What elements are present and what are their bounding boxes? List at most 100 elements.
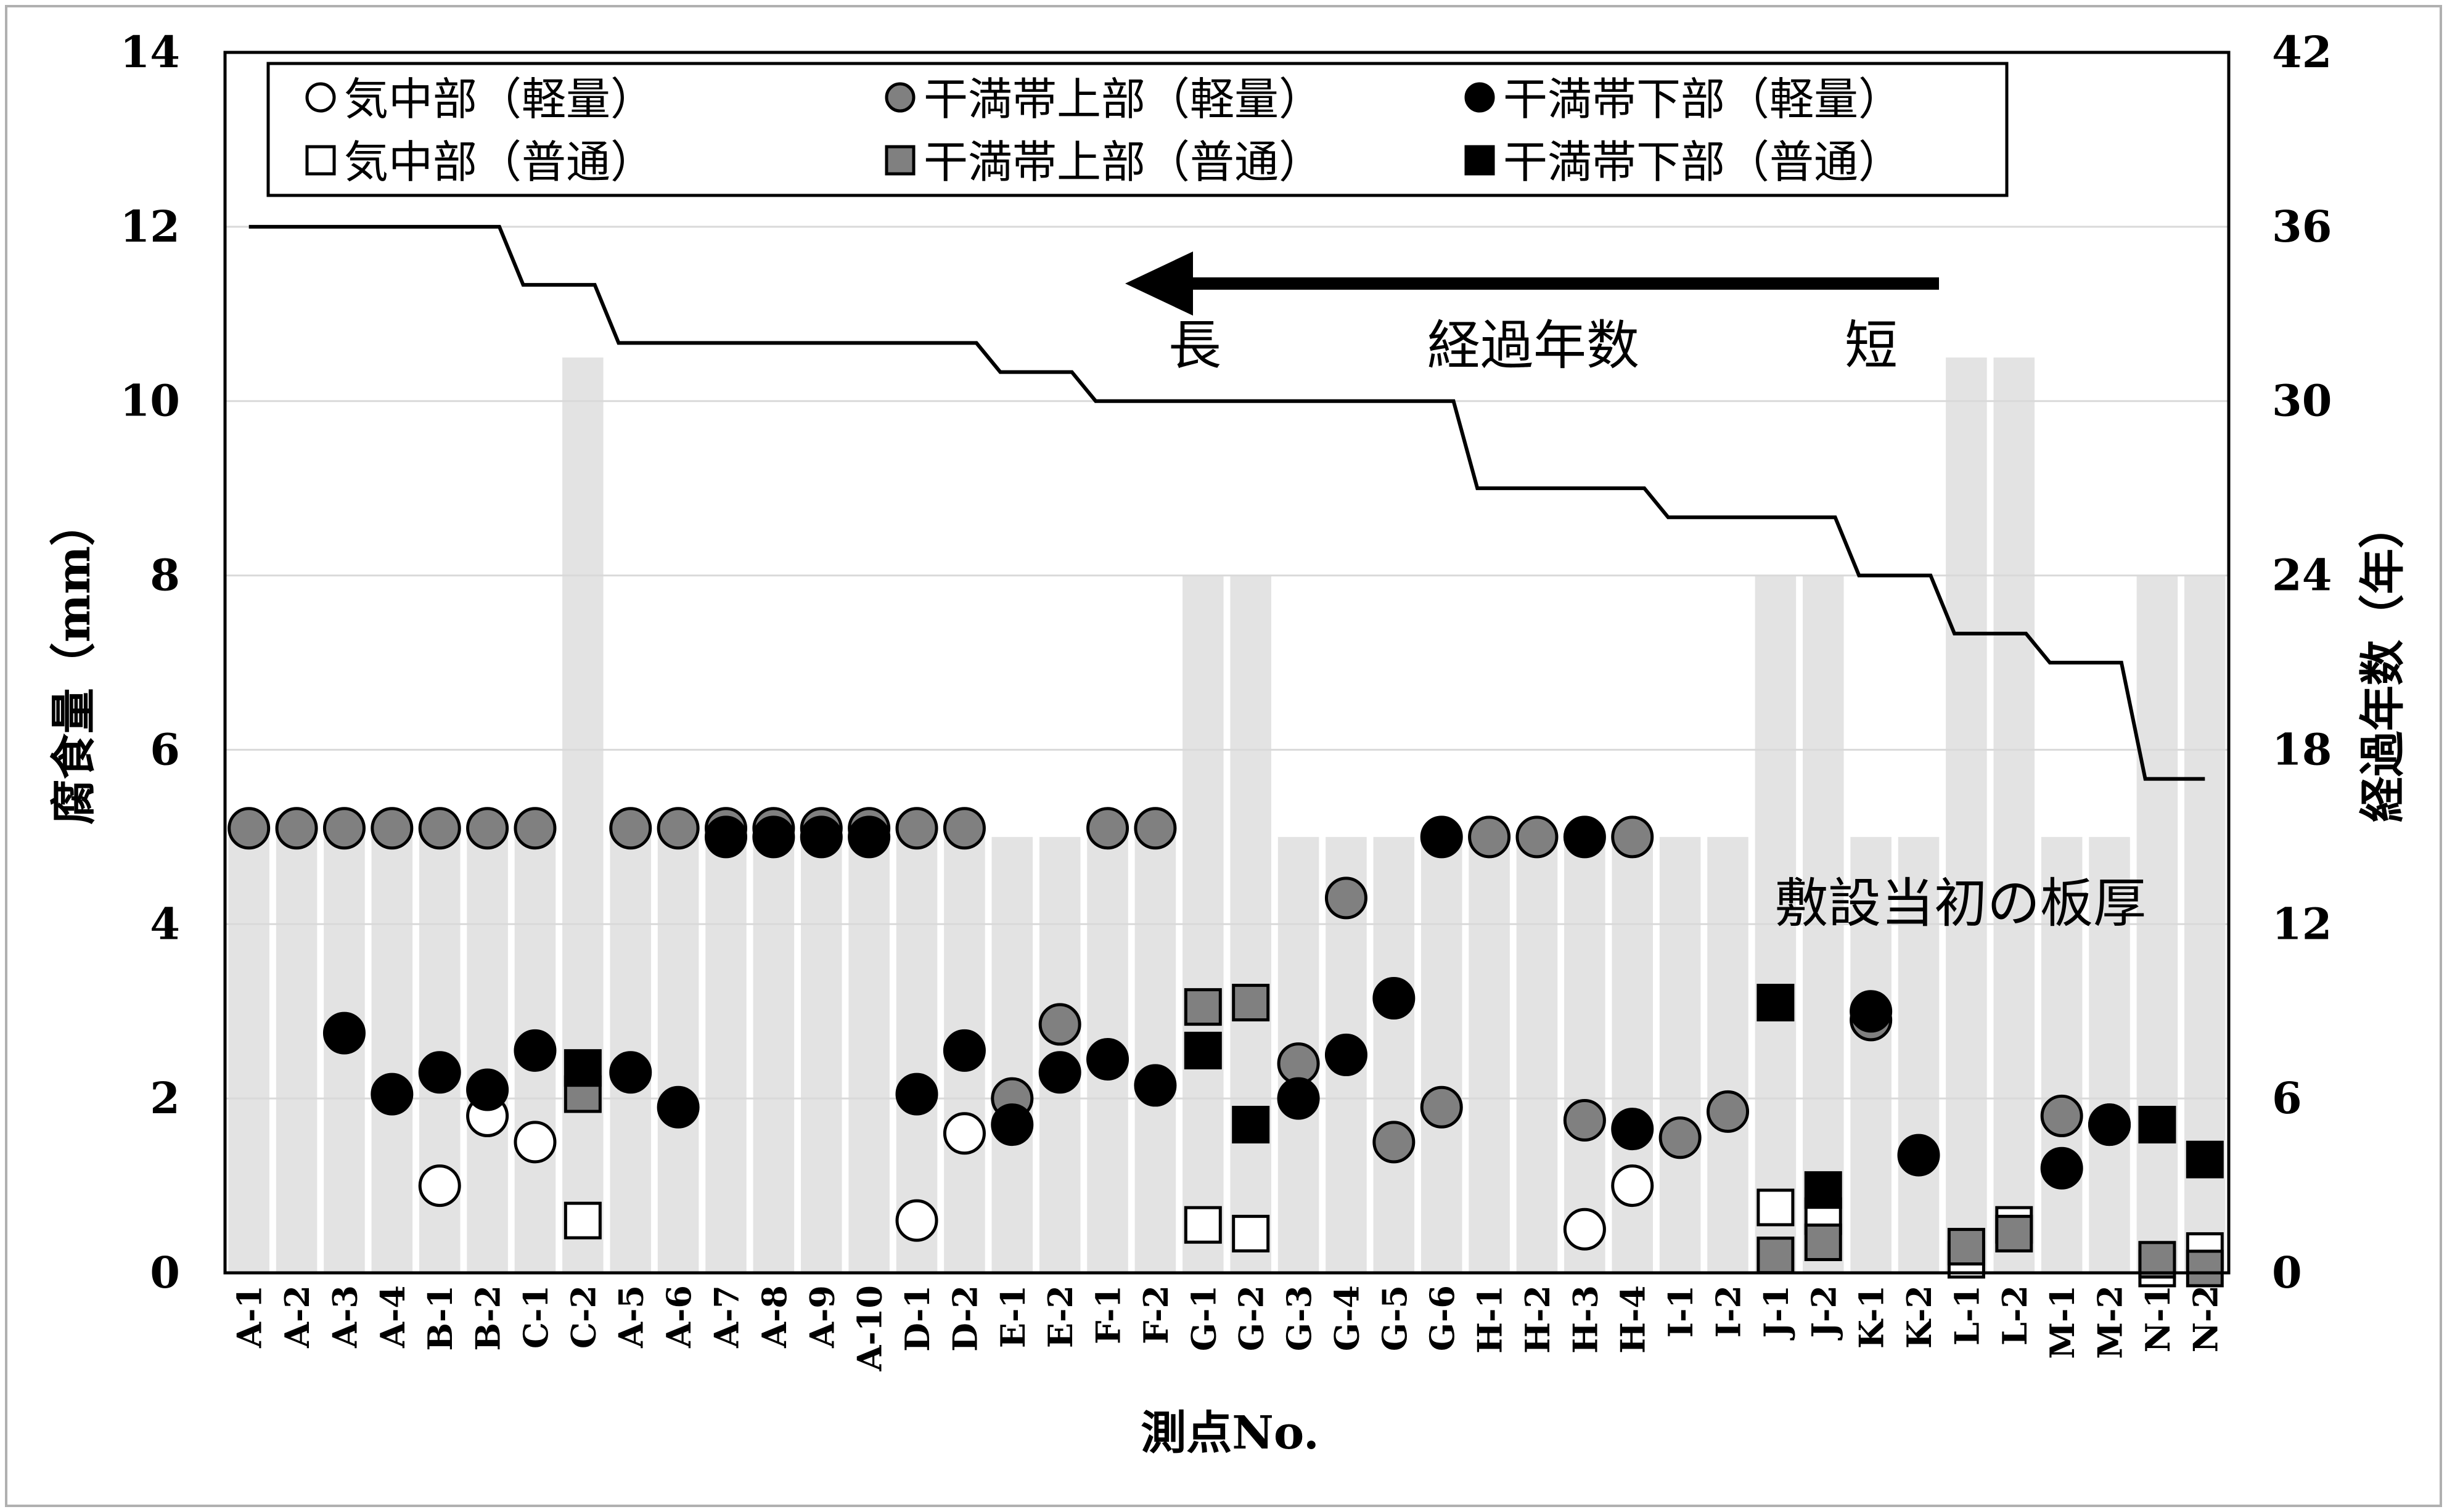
legend-marker-0 (305, 82, 336, 113)
point-s5-J-2 (1804, 1171, 1842, 1209)
point-s5-C-2 (564, 1049, 602, 1087)
y-tick-label: 0 (150, 1247, 180, 1298)
legend-marker-2 (1464, 82, 1495, 113)
thickness-bar-H-1 (1469, 836, 1510, 1273)
x-tick-label: A-4 (373, 1285, 412, 1349)
point-s2-M-1 (2040, 1146, 2083, 1190)
point-s4-N-1 (2138, 1241, 2176, 1279)
point-s1-A-2 (275, 807, 318, 850)
point-s4-L-2 (1995, 1214, 2033, 1253)
point-s1-M-1 (2040, 1094, 2083, 1137)
thickness-bar-H-3 (1564, 836, 1605, 1273)
point-s1-H-1 (1468, 815, 1511, 859)
legend-marker-3 (305, 145, 336, 176)
y2-tick-label: 6 (2272, 1073, 2302, 1124)
point-s4-J-1 (1756, 1236, 1795, 1275)
y-tick-label: 4 (150, 898, 180, 949)
legend-label-2: 干満帯下部（軽量） (1503, 73, 1903, 125)
x-tick-label: B-1 (420, 1285, 460, 1351)
point-s1-A-6 (657, 807, 700, 850)
point-s2-A-10 (848, 815, 891, 859)
thickness-bar-L-2 (1993, 358, 2035, 1273)
thickness-bar-I-2 (1707, 836, 1748, 1273)
point-s0-B-1 (418, 1164, 461, 1208)
point-s5-G-2 (1232, 1106, 1270, 1144)
point-s3-G-1 (1184, 1206, 1222, 1244)
annotation-years: 経過年数 (1427, 315, 1639, 377)
x-tick-label: H-1 (1470, 1285, 1510, 1354)
point-s1-F-2 (1134, 807, 1177, 850)
legend-box (266, 62, 2009, 197)
x-tick-label: J-2 (1804, 1285, 1843, 1341)
left-axis-ticks: 0 2 4 6 8 10 12 14 (120, 27, 180, 1298)
x-tick-label: D-1 (898, 1285, 937, 1352)
x-tick-label: A-8 (755, 1285, 794, 1349)
legend-marker-1 (885, 82, 916, 113)
legend-label-1: 干満帯上部（軽量） (924, 73, 1323, 125)
point-s1-E-2 (1038, 1003, 1081, 1046)
point-s4-G-2 (1232, 984, 1270, 1022)
point-s2-D-1 (895, 1073, 938, 1116)
x-tick-label: E-1 (993, 1285, 1033, 1348)
x-tick-label: K-2 (1900, 1285, 1939, 1349)
point-s2-B-1 (418, 1051, 461, 1094)
point-s2-A-8 (752, 815, 795, 859)
thickness-bar-M-1 (2041, 836, 2083, 1273)
y-tick-label: 10 (120, 375, 180, 427)
x-tick-label: C-1 (516, 1285, 555, 1349)
point-s2-M-2 (2088, 1103, 2131, 1146)
elapsed-years-line (248, 224, 2205, 781)
point-s1-A-1 (227, 807, 271, 850)
arrow-head-icon (1125, 251, 1193, 316)
x-tick-label: A-2 (277, 1285, 317, 1349)
x-tick-label: F-2 (1136, 1285, 1176, 1344)
point-s1-G-4 (1324, 877, 1367, 920)
y2-tick-label: 42 (2272, 27, 2332, 78)
thickness-bar-A-9 (800, 836, 842, 1273)
point-s1-H-4 (1611, 815, 1654, 859)
legend-label-3: 気中部（普通） (344, 136, 655, 188)
x-tick-label: E-2 (1041, 1285, 1080, 1348)
x-tick-label: A-5 (612, 1285, 651, 1349)
legend-label-4: 干満帯上部（普通） (924, 136, 1323, 188)
right-axis-ticks: 0 6 12 18 24 30 36 42 (2272, 27, 2332, 1298)
thickness-bar-G-5 (1373, 836, 1415, 1273)
point-s2-A-9 (800, 815, 843, 859)
point-s1-I-1 (1658, 1116, 1702, 1159)
point-s4-G-1 (1184, 988, 1222, 1026)
thickness-bar-A-6 (657, 836, 699, 1273)
x-tick-label: I-2 (1709, 1285, 1748, 1338)
point-s2-B-2 (466, 1068, 509, 1111)
thickness-bar-A-1 (228, 836, 269, 1273)
x-tick-label: C-2 (564, 1285, 603, 1349)
x-tick-label: N-2 (2186, 1285, 2225, 1352)
x-tick-label: A-1 (230, 1285, 269, 1349)
thickness-bar-L-1 (1946, 358, 1987, 1273)
thickness-bar-A-3 (324, 836, 365, 1273)
point-s0-H-4 (1611, 1164, 1654, 1208)
y-tick-label: 2 (150, 1073, 180, 1124)
point-s2-C-1 (514, 1029, 557, 1072)
x-tick-label: D-2 (945, 1285, 985, 1352)
thickness-bar-A-7 (705, 836, 747, 1273)
y2-tick-label: 0 (2272, 1247, 2302, 1298)
x-tick-label: H-2 (1518, 1285, 1557, 1354)
x-tick-label: A-7 (707, 1285, 747, 1349)
point-s2-H-4 (1611, 1108, 1654, 1151)
thickness-bar-I-1 (1659, 836, 1701, 1273)
x-tick-label: M-2 (2091, 1285, 2130, 1359)
point-s1-B-1 (418, 807, 461, 850)
point-s1-A-5 (609, 807, 652, 850)
point-s2-K-1 (1850, 990, 1893, 1033)
x-tick-label: I-1 (1661, 1285, 1700, 1338)
point-s1-A-3 (322, 807, 366, 850)
plot-frame (223, 51, 2231, 1275)
thickness-bar-H-4 (1612, 836, 1654, 1273)
thickness-bar-E-1 (991, 836, 1033, 1273)
point-s4-J-2 (1804, 1224, 1842, 1261)
y2-tick-label: 30 (2272, 375, 2332, 427)
y-tick-label: 12 (120, 201, 180, 252)
elapsed-years-arrow (1125, 251, 1939, 316)
point-s2-A-6 (657, 1085, 700, 1129)
legend-marker-5 (1464, 145, 1495, 176)
